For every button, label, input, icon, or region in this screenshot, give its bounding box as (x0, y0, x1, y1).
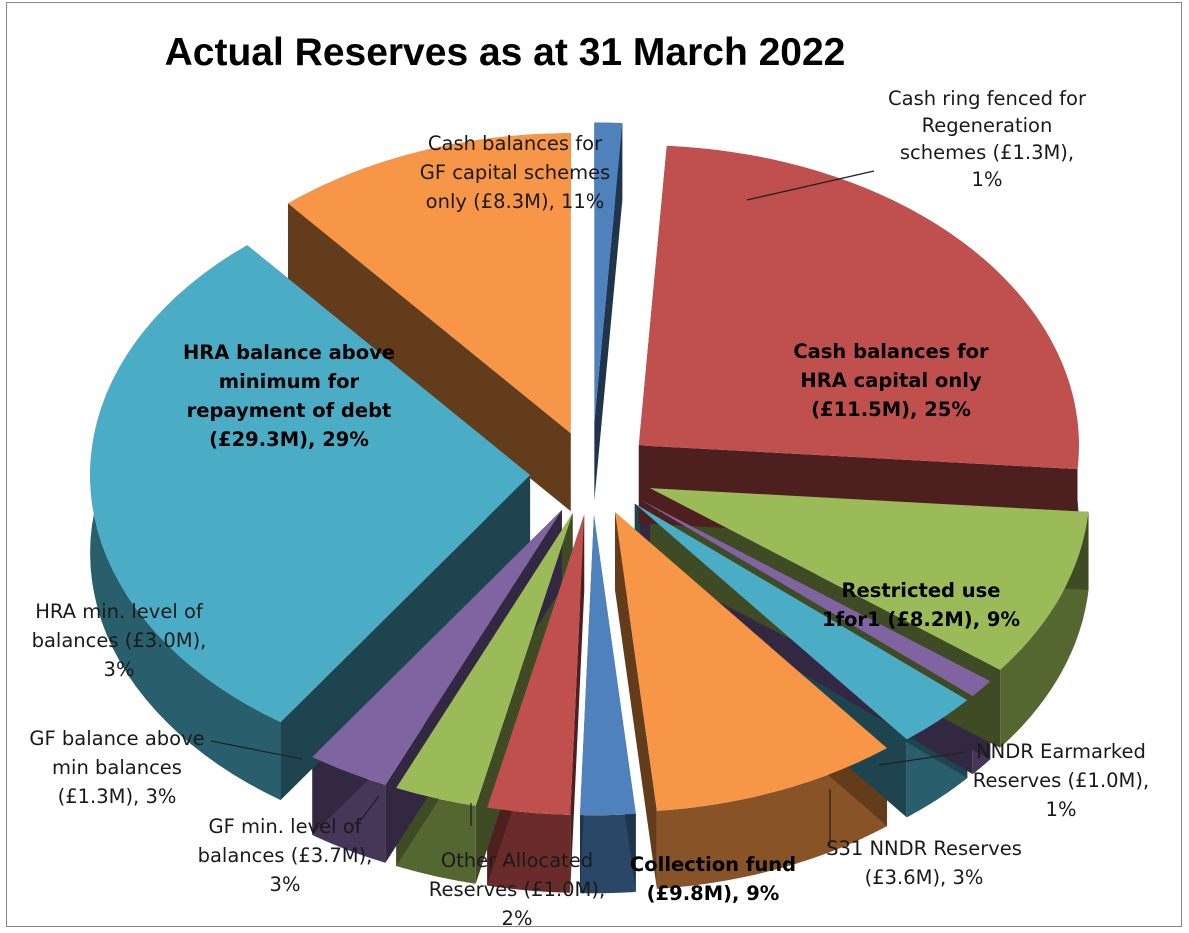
slice-label-4-line-2: Reserves (£1.0M), (973, 769, 1149, 792)
slice-label-10: HRA min. level of balances (£3.0M), 3% (32, 600, 207, 681)
leader-line-8 (359, 795, 380, 822)
slice-label-12-line-3: only (£8.3M), 11% (426, 190, 605, 213)
slice-label-8-line-1: GF min. level of (208, 815, 362, 838)
slice-label-3: Restricted use 1for1 (£8.2M), 9% (822, 579, 1020, 631)
slice-label-7: Other Allocated Reserves (£1.0M), 2% (429, 849, 605, 928)
slice-label-5: S31 NNDR Reserves (£3.6M), 3% (826, 837, 1022, 889)
pie-slice-4 (640, 499, 991, 697)
slice-label-5-line-2: (£3.6M), 3% (865, 866, 984, 889)
pie-slice-5 (634, 503, 968, 740)
slice-label-2-line-2: HRA capital only (800, 369, 981, 392)
leader-lines (210, 170, 968, 845)
slice-label-10-line-3: 3% (104, 658, 135, 681)
slice-label-9-line-2: min balances (52, 756, 182, 779)
slice-label-7-line-3: 2% (502, 907, 533, 928)
pie-slice-1 (594, 122, 623, 423)
slice-label-2-line-3: (£11.5M), 25% (811, 398, 971, 421)
slice-label-8-line-3: 3% (270, 873, 301, 896)
slice-labels: Cash ring fenced for Regeneration schemes … (29, 87, 1149, 928)
slice-label-4-line-3: 1% (1046, 798, 1077, 821)
slice-label-1-line-4: 1% (972, 168, 1003, 191)
slice-label-10-line-1: HRA min. level of (35, 600, 204, 623)
pie-slice-2 (638, 145, 1079, 470)
slice-label-2: Cash balances for HRA capital only (£11.5M… (793, 340, 989, 421)
pie-slice-12 (288, 133, 571, 434)
slice-label-8-line-2: balances (£3.7M), (198, 844, 373, 867)
slice-label-3-line-2: 1for1 (£8.2M), 9% (822, 608, 1020, 631)
leader-line-4 (878, 751, 968, 766)
slice-8-side-wall-1 (570, 514, 585, 893)
leader-line-9 (210, 740, 303, 760)
slice-label-9-line-3: (£1.3M), 3% (58, 785, 177, 808)
slice-label-11-line-4: (£29.3M), 29% (209, 428, 369, 451)
slice-label-1-line-2: Regeneration (922, 114, 1053, 137)
pie-slice-6 (615, 512, 887, 811)
slice-label-6: Collection fund (£9.8M), 9% (630, 853, 796, 905)
pie-slice-7 (580, 515, 636, 816)
slice-label-1: Cash ring fenced for Regeneration schemes … (888, 87, 1087, 191)
slice-label-3-line-1: Restricted use (841, 579, 1000, 602)
slice-7-rim-wall (580, 813, 636, 894)
slice-12-side-wall-1 (287, 203, 571, 512)
slice-label-2-line-1: Cash balances for (793, 340, 989, 363)
slice-label-6-line-2: (£9.8M), 9% (647, 882, 780, 905)
slice-label-9-line-1: GF balance above (29, 727, 204, 750)
chart-title: Actual Reserves as at 31 March 2022 (165, 31, 846, 74)
slice-label-11-line-3: repayment of debt (187, 399, 392, 422)
slice-label-8: GF min. level of balances (£3.7M), 3% (198, 815, 373, 896)
slice-6-rim-wall (656, 748, 887, 889)
slice-label-5-line-1: S31 NNDR Reserves (826, 837, 1022, 860)
slice-label-11-line-2: minimum for (219, 370, 360, 393)
pie-slice-3 (649, 488, 1089, 670)
slice-label-11-line-1: HRA balance above (183, 341, 395, 364)
slice-label-12: Cash balances for GF capital schemes only … (420, 132, 611, 213)
pie-slice-8 (487, 514, 585, 815)
slice-label-6-line-1: Collection fund (630, 853, 796, 876)
slice-label-4-line-1: NNDR Earmarked (976, 740, 1146, 763)
pie-chart: Actual Reserves as at 31 March 2022 Cash… (29, 31, 1149, 928)
slice-label-7-line-2: Reserves (£1.0M), (429, 878, 605, 901)
slice-11-side-wall-1 (280, 475, 531, 801)
slice-label-9: GF balance above min balances (£1.3M), 3% (29, 727, 204, 808)
chart-frame: Actual Reserves as at 31 March 2022 Cash… (6, 2, 1182, 928)
slice-8-rim-wall (487, 807, 571, 893)
slice-label-11: HRA balance above minimum for repayment of… (183, 341, 395, 451)
slice-3-rim-wall (1000, 511, 1089, 748)
slice-label-7-line-1: Other Allocated (441, 849, 593, 872)
slice-label-4: NNDR Earmarked Reserves (£1.0M), 1% (973, 740, 1149, 821)
slice-label-1-line-3: schemes (£1.3M), (900, 141, 1074, 164)
slice-label-10-line-2: balances (£3.0M), (32, 629, 207, 652)
pie-slice-9 (396, 513, 573, 806)
slice-label-12-line-2: GF capital schemes (420, 161, 611, 184)
slice-label-1-line-1: Cash ring fenced for (888, 87, 1087, 110)
slice-1-side-wall-2 (594, 123, 623, 501)
pie-slice-10 (312, 509, 562, 785)
pie-slice-11 (90, 245, 531, 723)
slice-6-side-wall-2 (615, 512, 657, 889)
leader-line-1 (746, 170, 875, 201)
slice-label-12-line-1: Cash balances for (428, 132, 603, 155)
slice-top-layer (90, 122, 1089, 816)
